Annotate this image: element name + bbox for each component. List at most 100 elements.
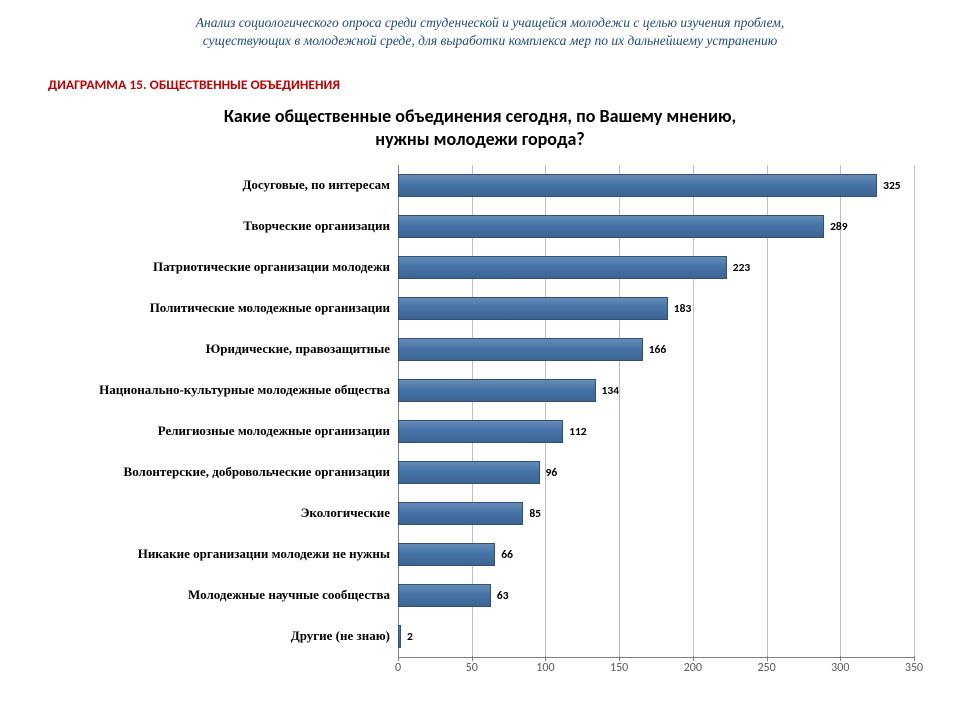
value-label: 66	[501, 548, 513, 562]
plot-area: 85	[398, 493, 914, 534]
value-label: 96	[546, 466, 558, 480]
bar	[398, 297, 668, 320]
grid-line	[693, 616, 694, 657]
grid-line	[840, 370, 841, 411]
category-label: Никакие организации молодежи не нужны	[48, 547, 398, 561]
x-tick-label: 250	[757, 661, 775, 675]
bar	[398, 461, 540, 484]
bar	[398, 420, 563, 443]
grid-line	[693, 411, 694, 452]
category-label: Досуговые, по интересам	[48, 178, 398, 192]
plot-cell: 85	[398, 493, 920, 534]
grid-line	[914, 288, 915, 329]
chart-row: Творческие организации 289	[48, 206, 920, 247]
plot-cell: 325	[398, 165, 920, 206]
page-header: Анализ социологического опроса среди сту…	[80, 14, 900, 50]
grid-line	[914, 370, 915, 411]
plot-cell: 66	[398, 534, 920, 575]
grid-line	[914, 575, 915, 616]
header-line-2: существующих в молодежной среде, для выр…	[203, 33, 778, 48]
grid-line	[840, 575, 841, 616]
bar	[398, 502, 523, 525]
bar	[398, 379, 596, 402]
plot-cell: 63	[398, 575, 920, 616]
category-label: Экологические	[48, 506, 398, 520]
value-label: 134	[602, 384, 620, 398]
grid-line	[840, 411, 841, 452]
grid-line	[693, 370, 694, 411]
grid-line	[840, 247, 841, 288]
bar	[398, 584, 491, 607]
value-label: 166	[649, 343, 667, 357]
grid-line	[840, 616, 841, 657]
x-tick-label: 200	[684, 661, 702, 675]
x-tick-label: 300	[831, 661, 849, 675]
header-line-1: Анализ социологического опроса среди сту…	[196, 15, 784, 30]
category-label: Молодежные научные сообщества	[48, 588, 398, 602]
grid-line	[619, 534, 620, 575]
grid-line	[840, 452, 841, 493]
plot-area: 134	[398, 370, 914, 411]
value-label: 289	[830, 220, 848, 234]
plot-area: 63	[398, 575, 914, 616]
category-label: Национально-культурные молодежные общест…	[48, 383, 398, 397]
category-label: Другие (не знаю)	[48, 629, 398, 643]
grid-line	[767, 370, 768, 411]
x-tick-label: 100	[536, 661, 554, 675]
grid-line	[840, 534, 841, 575]
chart-row: Волонтерские, добровольческие организаци…	[48, 452, 920, 493]
grid-line	[767, 616, 768, 657]
plot-area: 2	[398, 616, 914, 657]
grid-line	[619, 452, 620, 493]
grid-line	[693, 329, 694, 370]
chart-row: Юридические, правозащитные166	[48, 329, 920, 370]
grid-line	[914, 165, 915, 206]
x-axis-baseline	[398, 657, 914, 658]
value-label: 2	[407, 630, 413, 644]
grid-line	[693, 575, 694, 616]
grid-line	[545, 534, 546, 575]
chart-row: Экологические 85	[48, 493, 920, 534]
plot-cell: 2	[398, 616, 920, 657]
chart-row: Другие (не знаю) 2	[48, 616, 920, 657]
grid-line	[767, 534, 768, 575]
grid-line	[767, 493, 768, 534]
grid-line	[840, 288, 841, 329]
grid-line	[693, 288, 694, 329]
plot-cell: 166	[398, 329, 920, 370]
grid-line	[840, 329, 841, 370]
bar	[398, 543, 495, 566]
category-label: Творческие организации	[48, 219, 398, 233]
plot-area: 166	[398, 329, 914, 370]
plot-area: 112	[398, 411, 914, 452]
x-axis-plot: 050100150200250300350	[398, 657, 920, 685]
plot-cell: 183	[398, 288, 920, 329]
grid-line	[840, 493, 841, 534]
grid-line	[472, 616, 473, 657]
value-label: 112	[569, 425, 587, 439]
plot-area: 183	[398, 288, 914, 329]
grid-line	[619, 575, 620, 616]
category-label: Патриотические организации молодежи	[48, 260, 398, 274]
grid-line	[545, 575, 546, 616]
grid-line	[914, 411, 915, 452]
chart-row: Досуговые, по интересам325	[48, 165, 920, 206]
grid-line	[619, 411, 620, 452]
grid-line	[767, 575, 768, 616]
chart-row: Патриотические организации молодежи223	[48, 247, 920, 288]
grid-line	[914, 206, 915, 247]
grid-line	[767, 288, 768, 329]
value-label: 85	[529, 507, 541, 521]
x-tick-label: 50	[466, 661, 478, 675]
grid-line	[767, 452, 768, 493]
value-label: 183	[674, 302, 692, 316]
category-label: Волонтерские, добровольческие организаци…	[48, 465, 398, 479]
chart-title-line-1: Какие общественные объединения сегодня, …	[224, 105, 736, 127]
chart-title: Какие общественные объединения сегодня, …	[0, 105, 960, 150]
grid-line	[914, 329, 915, 370]
bar-chart: Досуговые, по интересам325Творческие орг…	[48, 165, 920, 690]
grid-line	[693, 493, 694, 534]
chart-row: Национально-культурные молодежные общест…	[48, 370, 920, 411]
plot-cell: 96	[398, 452, 920, 493]
x-tick-label: 150	[610, 661, 628, 675]
